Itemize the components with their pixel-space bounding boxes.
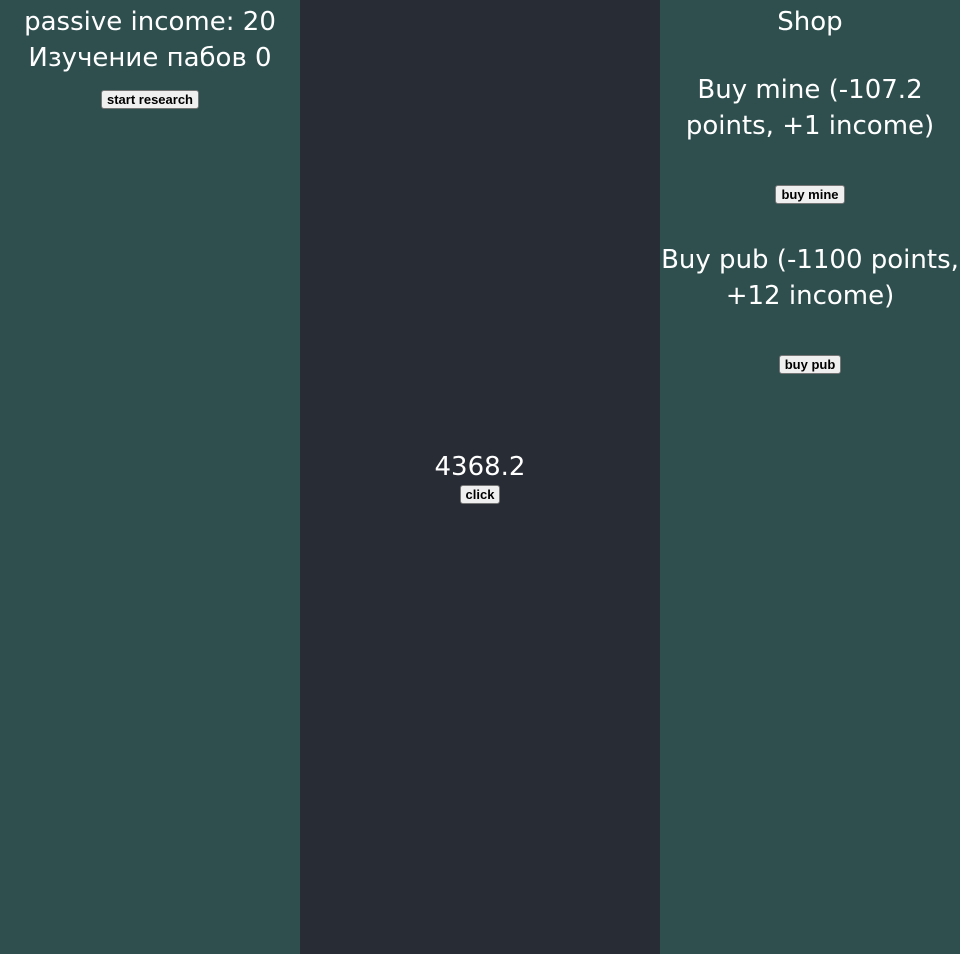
start-research-button[interactable]: start research [101,90,199,109]
shop-item-description: Buy pub (-1100 points, +12 income) [661,245,959,311]
buy-pub-button[interactable]: buy pub [778,355,842,374]
shop-item-description: Buy mine (-107.2 points, +1 income) [685,75,935,141]
shop-panel: Shop Buy mine (-107.2 points, +1 income)… [660,0,960,954]
shop-item-pub: Buy pub (-1100 points, +12 income) buy p… [660,242,960,374]
center-panel: 4368.2 click [300,0,660,954]
passive-income-text: passive income: 20 [24,7,276,37]
left-panel: passive income: 20 Изучение пабов 0 star… [0,0,300,954]
shop-title: Shop [777,7,843,37]
click-button[interactable]: click [459,484,501,504]
shop-item-mine: Buy mine (-107.2 points, +1 income) buy … [660,72,960,204]
points-counter: 4368.2 [434,451,526,482]
research-status-text: Изучение пабов 0 [28,43,272,73]
buy-mine-button[interactable]: buy mine [775,185,845,204]
